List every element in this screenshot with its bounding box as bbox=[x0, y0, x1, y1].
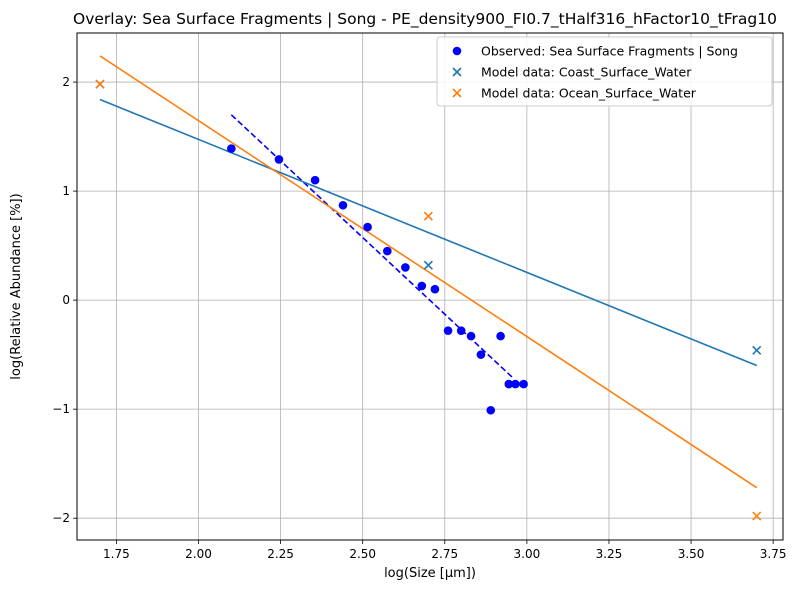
observed-point bbox=[310, 175, 320, 185]
y-tick-label: 2 bbox=[62, 75, 70, 89]
legend-marker bbox=[452, 88, 462, 98]
observed-point bbox=[430, 284, 440, 294]
model-point bbox=[95, 79, 105, 89]
x-tick-label: 3.75 bbox=[760, 547, 787, 561]
legend-marker bbox=[452, 67, 462, 77]
x-tick-label: 3.00 bbox=[514, 547, 541, 561]
model-point bbox=[752, 345, 762, 355]
observed-point bbox=[476, 350, 486, 359]
observed-point bbox=[363, 222, 372, 232]
observed-point bbox=[443, 326, 453, 335]
x-tick-label: 2.00 bbox=[185, 547, 212, 561]
model-point bbox=[423, 260, 433, 270]
observed-point bbox=[338, 200, 348, 210]
legend-box bbox=[436, 36, 773, 107]
fit-line bbox=[99, 55, 758, 489]
y-tick-label: −2 bbox=[52, 511, 70, 525]
y-axis-label: log(Relative Abundance [%]) bbox=[9, 193, 24, 379]
observed-point bbox=[227, 144, 236, 153]
grid bbox=[77, 33, 783, 540]
model-point bbox=[752, 511, 762, 521]
plot-frame bbox=[76, 32, 784, 541]
x-tick-label: 3.50 bbox=[678, 547, 705, 561]
observed-point bbox=[486, 405, 496, 415]
observed-point bbox=[519, 379, 528, 389]
fit-line bbox=[99, 98, 758, 367]
x-axis-label: log(Size [µm]) bbox=[384, 566, 476, 581]
legend-entry: Model data: Coast_Surface_Water bbox=[481, 65, 692, 80]
y-tick-label: 1 bbox=[62, 184, 70, 198]
x-tick-label: 1.75 bbox=[103, 547, 130, 561]
legend: Observed: Sea Surface Fragments | Song Mo… bbox=[436, 36, 773, 107]
observed-point bbox=[274, 155, 284, 164]
y-tick-label: −1 bbox=[52, 402, 70, 416]
x-axis: 1.75 2.00 2.25 2.50 2.75 3.00 3.25 3.50 3.75 bbox=[103, 540, 787, 561]
legend-marker bbox=[452, 46, 462, 56]
legend-entry: Model data: Ocean_Surface_Water bbox=[481, 86, 697, 101]
observed-point bbox=[417, 281, 427, 291]
observed-point bbox=[504, 379, 514, 389]
chart-title: Overlay: Sea Surface Fragments | Song - … bbox=[73, 10, 777, 29]
observed-point bbox=[401, 263, 410, 272]
x-tick-label: 2.75 bbox=[431, 547, 458, 561]
observed-point bbox=[456, 326, 466, 335]
observed-point bbox=[383, 246, 392, 256]
observed-point bbox=[511, 379, 520, 389]
x-tick-label: 2.25 bbox=[267, 547, 294, 561]
y-axis: −2 −1 0 1 2 bbox=[52, 75, 77, 525]
model-point bbox=[423, 211, 433, 221]
legend-entry: Observed: Sea Surface Fragments | Song bbox=[481, 44, 738, 59]
x-tick-label: 2.50 bbox=[349, 547, 376, 561]
y-tick-label: 0 bbox=[62, 293, 70, 307]
observed-point bbox=[496, 331, 505, 341]
data-points bbox=[95, 79, 762, 521]
observed-point bbox=[466, 331, 476, 341]
x-tick-label: 3.25 bbox=[596, 547, 623, 561]
